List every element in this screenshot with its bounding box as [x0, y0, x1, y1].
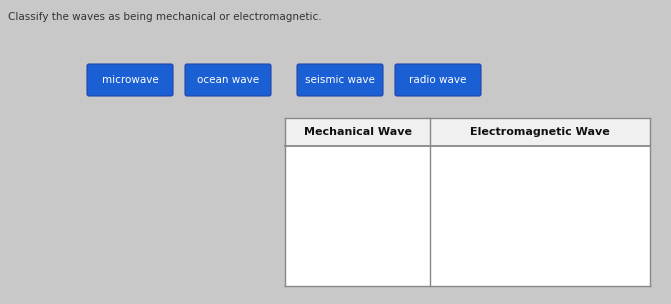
Text: microwave: microwave — [101, 75, 158, 85]
FancyBboxPatch shape — [395, 64, 481, 96]
FancyBboxPatch shape — [297, 64, 383, 96]
FancyBboxPatch shape — [87, 64, 173, 96]
Text: ocean wave: ocean wave — [197, 75, 259, 85]
Text: Classify the waves as being mechanical or electromagnetic.: Classify the waves as being mechanical o… — [8, 12, 321, 22]
Text: seismic wave: seismic wave — [305, 75, 375, 85]
Text: Mechanical Wave: Mechanical Wave — [303, 127, 411, 137]
Text: Electromagnetic Wave: Electromagnetic Wave — [470, 127, 610, 137]
Bar — [285, 118, 650, 146]
Text: radio wave: radio wave — [409, 75, 467, 85]
Bar — [285, 118, 650, 286]
FancyBboxPatch shape — [185, 64, 271, 96]
